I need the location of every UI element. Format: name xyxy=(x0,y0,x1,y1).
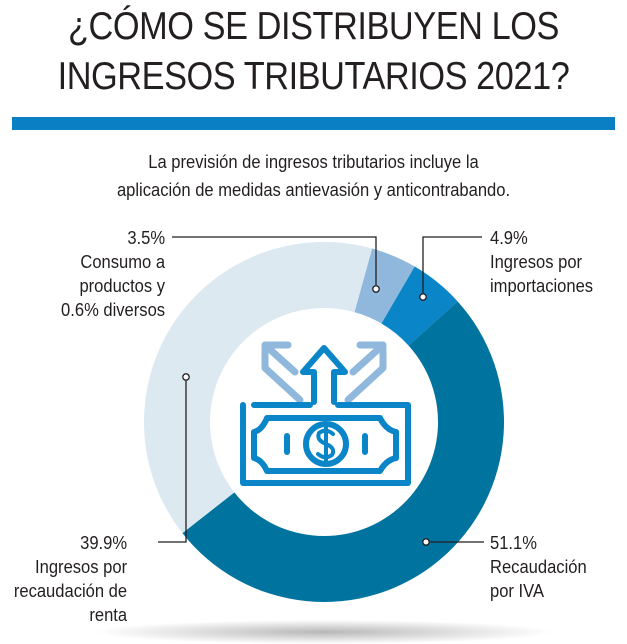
label-iva-pct: 51.1% xyxy=(490,533,537,553)
label-consumo-line: 0.6% diversos xyxy=(60,300,165,320)
label-renta: 39.9% Ingresos por recaudación de renta xyxy=(14,531,127,627)
page-title: ¿CÓMO SE DISTRIBUYEN LOS INGRESOS TRIBUT… xyxy=(38,2,590,102)
label-iva-line: por IVA xyxy=(490,581,545,601)
label-consumo-line: productos y xyxy=(79,276,165,296)
leader-dot-2 xyxy=(422,538,430,546)
money-bill-arrows-icon xyxy=(240,341,411,486)
label-iva: 51.1% Recaudación por IVA xyxy=(490,531,587,603)
label-renta-line: recaudación de xyxy=(13,581,127,601)
donut-slice-2 xyxy=(182,301,504,602)
title-line-2: INGRESOS TRIBUTARIOS 2021? xyxy=(57,55,570,98)
subtitle-line-2: aplicación de medidas antievasión y anti… xyxy=(116,180,511,200)
leader-line-1 xyxy=(422,236,482,293)
label-renta-line: renta xyxy=(89,605,127,625)
label-importaciones-line: Ingresos por xyxy=(490,252,583,272)
leader-line-3 xyxy=(158,381,187,543)
label-renta-line: Ingresos por xyxy=(34,557,127,577)
chart-shadow xyxy=(94,620,554,644)
label-importaciones: 4.9% Ingresos por importaciones xyxy=(490,226,593,298)
leader-dot-3 xyxy=(182,373,190,381)
leader-dot-0 xyxy=(372,285,380,293)
subtitle: La previsión de ingresos tributarios inc… xyxy=(25,148,602,204)
accent-bar xyxy=(12,117,615,130)
label-consumo-pct: 3.5% xyxy=(127,228,165,248)
donut-slice-0 xyxy=(354,248,415,324)
label-consumo: 3.5% Consumo a productos y 0.6% diversos xyxy=(61,226,165,322)
label-renta-pct: 39.9% xyxy=(80,533,127,553)
subtitle-line-1: La previsión de ingresos tributarios inc… xyxy=(148,152,479,172)
donut-slice-3 xyxy=(144,242,373,534)
title-line-1: ¿CÓMO SE DISTRIBUYEN LOS xyxy=(68,5,559,48)
label-importaciones-pct: 4.9% xyxy=(490,228,528,248)
label-iva-line: Recaudación xyxy=(490,557,587,577)
leader-line-0 xyxy=(172,236,377,285)
donut-slice-1 xyxy=(381,266,458,346)
label-importaciones-line: importaciones xyxy=(490,276,594,296)
leader-dot-1 xyxy=(419,293,427,301)
label-consumo-line: Consumo a xyxy=(80,252,165,272)
